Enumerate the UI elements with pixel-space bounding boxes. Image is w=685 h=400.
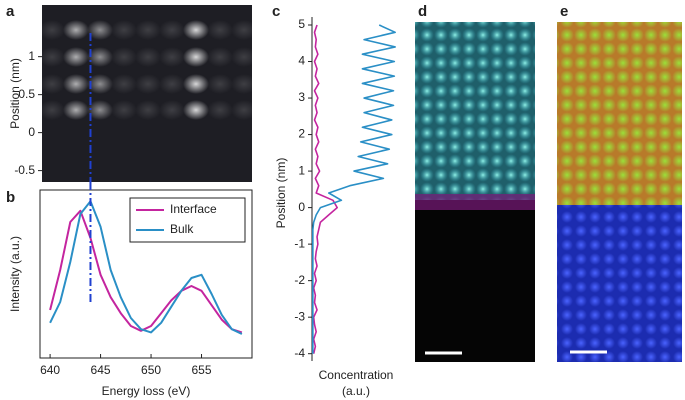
image-blob bbox=[111, 74, 137, 94]
image-blob bbox=[87, 74, 113, 94]
y-tick-label: -1 bbox=[294, 236, 305, 250]
y-tick-label: -4 bbox=[294, 346, 305, 360]
image-blob bbox=[207, 47, 233, 67]
image-blob bbox=[159, 20, 185, 40]
y-tick-label: -0.5 bbox=[14, 163, 35, 177]
image-blob bbox=[159, 47, 185, 67]
series-line bbox=[49, 200, 243, 335]
image-blob bbox=[111, 20, 137, 40]
image-blob bbox=[231, 100, 257, 120]
y-tick-label: 4 bbox=[298, 54, 305, 68]
y-tick-label: 3 bbox=[298, 90, 305, 104]
image-blob bbox=[207, 74, 233, 94]
y-tick-label: -2 bbox=[294, 273, 305, 287]
y-tick-label: 5 bbox=[298, 17, 305, 31]
panel-label: a bbox=[6, 3, 15, 20]
image-blob bbox=[87, 47, 113, 67]
x-axis-label: (a.u.) bbox=[342, 384, 370, 398]
panel-label: b bbox=[6, 189, 15, 206]
y-tick-label: 0 bbox=[28, 125, 35, 139]
image-blob bbox=[159, 74, 185, 94]
x-tick-label: 650 bbox=[141, 363, 161, 377]
panel-d-image bbox=[415, 22, 535, 362]
image-blob bbox=[39, 47, 65, 67]
image-blob bbox=[111, 47, 137, 67]
y-tick-label: 0.5 bbox=[18, 87, 35, 101]
panel-label: d bbox=[418, 3, 427, 20]
image-blob bbox=[183, 20, 209, 40]
image-blob bbox=[183, 47, 209, 67]
image-blob bbox=[63, 74, 89, 94]
image-blob bbox=[39, 100, 65, 120]
image-blob bbox=[183, 100, 209, 120]
image-blob bbox=[87, 100, 113, 120]
series-line bbox=[49, 209, 243, 334]
y-axis-label: Position (nm) bbox=[274, 158, 288, 229]
image-blob bbox=[159, 100, 185, 120]
legend-label: Interface bbox=[170, 202, 217, 216]
y-tick-label: -3 bbox=[294, 309, 305, 323]
image-blob bbox=[135, 20, 161, 40]
legend bbox=[129, 197, 246, 243]
x-axis-label: Concentration bbox=[319, 368, 394, 382]
series-line bbox=[312, 24, 339, 354]
image-blob bbox=[63, 20, 89, 40]
image-blob bbox=[87, 20, 113, 40]
panel-e-image bbox=[557, 22, 682, 362]
image-blob bbox=[183, 74, 209, 94]
x-tick-label: 655 bbox=[192, 363, 212, 377]
panel-label: c bbox=[272, 3, 280, 20]
image-blob bbox=[63, 47, 89, 67]
image-blob bbox=[135, 74, 161, 94]
legend-label: Bulk bbox=[170, 222, 194, 236]
x-tick-label: 640 bbox=[40, 363, 60, 377]
y-tick-label: 2 bbox=[298, 127, 305, 141]
y-axis-label: Intensity (a.u.) bbox=[8, 236, 22, 312]
image-blob bbox=[135, 47, 161, 67]
image-blob bbox=[39, 20, 65, 40]
image-blob bbox=[63, 100, 89, 120]
y-tick-label: 0 bbox=[298, 200, 305, 214]
panel-label: e bbox=[560, 3, 568, 20]
image-blob bbox=[207, 20, 233, 40]
image-blob bbox=[111, 100, 137, 120]
image-blob bbox=[135, 100, 161, 120]
x-tick-label: 645 bbox=[91, 363, 111, 377]
y-tick-label: 1 bbox=[298, 163, 305, 177]
image-blob bbox=[231, 47, 257, 67]
image-blob bbox=[207, 100, 233, 120]
x-axis-label: Energy loss (eV) bbox=[102, 384, 191, 398]
plot-frame bbox=[39, 189, 253, 359]
image-blob bbox=[39, 74, 65, 94]
image-blob bbox=[231, 74, 257, 94]
y-axis-label: Position (nm) bbox=[8, 58, 22, 129]
image-blob bbox=[231, 20, 257, 40]
series-line bbox=[312, 24, 396, 354]
y-tick-label: 1 bbox=[28, 49, 35, 63]
